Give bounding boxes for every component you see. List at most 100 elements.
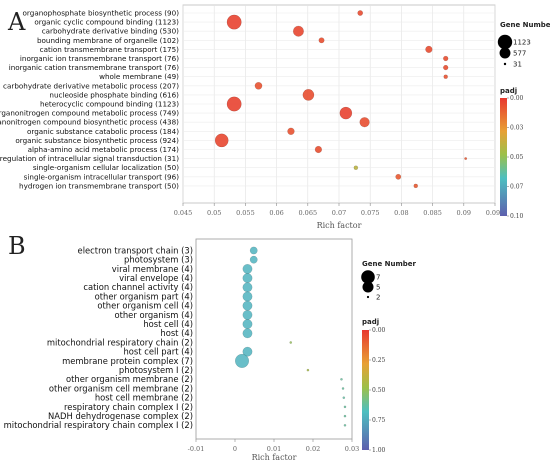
data-point bbox=[242, 300, 253, 311]
data-point bbox=[235, 353, 250, 368]
x-tick-label: 0.045 bbox=[174, 209, 193, 217]
x-tick-label: 0.07 bbox=[332, 209, 346, 217]
category-label: organonitrogen compound biosynthetic pro… bbox=[0, 118, 179, 127]
category-label: host (4) bbox=[160, 328, 193, 338]
data-point bbox=[343, 423, 347, 427]
size-legend-marker bbox=[503, 62, 507, 66]
x-tick-label: -0.01 bbox=[188, 445, 205, 453]
category-label: respiratory chain complex I (2) bbox=[64, 402, 193, 412]
data-point bbox=[425, 45, 433, 53]
category-label: inorganic cation transmembrane transport… bbox=[9, 63, 179, 72]
data-point bbox=[254, 81, 263, 90]
data-point bbox=[242, 346, 253, 357]
category-label: photosystem I (2) bbox=[119, 365, 193, 375]
size-legend-label: 2 bbox=[376, 294, 380, 302]
size-legend-marker bbox=[499, 47, 511, 59]
panel-a: A 0.045 0.05 0.055 0.06 0.065 0.07 0.075 0.08 0.… bbox=[0, 4, 550, 230]
panel-a-points bbox=[214, 10, 468, 189]
size-legend-label: 7 bbox=[376, 274, 380, 282]
data-point bbox=[249, 246, 258, 255]
category-label: host cell part (4) bbox=[123, 347, 193, 357]
data-point bbox=[395, 173, 402, 180]
category-label: single-organism intracellular transport … bbox=[24, 172, 180, 181]
category-label: whole membrane (49) bbox=[99, 72, 179, 81]
data-point bbox=[287, 127, 295, 135]
category-label: mitochondrial respiratory chain complex … bbox=[4, 420, 193, 430]
panel-b-size-legend-title: Gene Number bbox=[362, 260, 417, 268]
panel-a-color-bar bbox=[500, 98, 507, 216]
x-tick-label: 0.095 bbox=[486, 209, 505, 217]
category-label: mitochondrial respiratory chain (2) bbox=[47, 337, 193, 347]
data-point bbox=[318, 37, 325, 44]
category-label: heterocyclic compound binding (1123) bbox=[40, 100, 179, 109]
size-legend-marker bbox=[366, 295, 370, 299]
color-legend-label: 0.50 bbox=[372, 387, 386, 394]
data-point bbox=[306, 368, 310, 372]
panel-b-color-bar bbox=[362, 330, 369, 450]
panel-a-category-labels: organophosphate biosynthetic process (90… bbox=[0, 9, 179, 191]
data-point bbox=[242, 263, 253, 274]
data-point bbox=[292, 25, 304, 37]
category-label: host cell membrane (2) bbox=[95, 393, 193, 403]
panel-b: B -0.01 0 0.01 0.02 0.03 electron transport … bbox=[4, 232, 417, 462]
category-label: photosystem (3) bbox=[124, 255, 193, 265]
data-point bbox=[340, 377, 343, 381]
size-legend-label: 577 bbox=[513, 50, 526, 58]
color-legend-label: 0.00 bbox=[372, 327, 386, 334]
panel-a-x-ticks: 0.045 0.05 0.055 0.06 0.065 0.07 0.075 0.08 0.08… bbox=[174, 203, 505, 217]
size-legend-marker bbox=[497, 34, 513, 50]
panel-b-points bbox=[235, 246, 347, 427]
size-legend-marker bbox=[362, 281, 374, 293]
data-point bbox=[226, 14, 242, 30]
category-label: inorganic ion transmembrane transport (7… bbox=[20, 54, 179, 63]
data-point bbox=[314, 145, 322, 154]
x-tick-label: 0.055 bbox=[236, 209, 255, 217]
data-point bbox=[242, 291, 253, 302]
size-legend-label: 5 bbox=[376, 284, 380, 292]
category-label: other organism cell membrane (2) bbox=[49, 383, 193, 393]
data-point bbox=[242, 309, 253, 320]
size-legend-label: 31 bbox=[513, 61, 522, 69]
x-tick-label: 0.06 bbox=[269, 209, 283, 217]
data-point bbox=[242, 282, 253, 293]
panel-a-color-legend: padj 0.00 0.03 0.05 0.07 0.10 bbox=[500, 87, 524, 220]
category-label: cation transmembrane transport (175) bbox=[40, 45, 180, 54]
category-label: other organism cell (4) bbox=[97, 301, 193, 311]
color-legend-label: 0.05 bbox=[510, 154, 524, 161]
category-label: organic substance catabolic process (184… bbox=[27, 127, 179, 136]
category-label: regulation of intracellular signal trans… bbox=[0, 154, 179, 163]
panel-b-x-ticks: -0.01 0 0.01 0.02 0.03 bbox=[188, 439, 359, 453]
category-label: membrane protein complex (7) bbox=[62, 356, 193, 366]
category-label: other organism (4) bbox=[114, 310, 193, 320]
category-label: organic substance biosynthetic process (… bbox=[15, 136, 179, 145]
data-point bbox=[464, 157, 468, 161]
category-label: bounding membrane of organelle (102) bbox=[37, 36, 179, 45]
category-label: hydrogen ion transmembrane transport (50… bbox=[19, 181, 179, 190]
x-tick-label: 0 bbox=[233, 445, 237, 453]
x-tick-label: 0.08 bbox=[394, 209, 408, 217]
x-tick-label: 0.075 bbox=[361, 209, 380, 217]
category-label: viral envelope (4) bbox=[119, 273, 193, 283]
size-legend-marker bbox=[361, 270, 375, 284]
category-label: carbohydrate derivative binding (530) bbox=[42, 27, 179, 36]
category-label: cation channel activity (4) bbox=[83, 282, 193, 292]
color-legend-label: 0.00 bbox=[510, 95, 524, 102]
category-label: electron transport chain (3) bbox=[78, 245, 193, 255]
category-label: viral membrane (4) bbox=[112, 264, 193, 274]
category-label: nucleoside phosphate binding (616) bbox=[49, 90, 179, 99]
data-point bbox=[242, 319, 253, 330]
x-tick-label: 0.09 bbox=[457, 209, 471, 217]
panel-b-color-legend: padj 0.00 0.25 0.50 0.75 1.00 bbox=[362, 318, 386, 454]
color-legend-label: 0.07 bbox=[510, 184, 524, 191]
data-point bbox=[353, 165, 359, 170]
data-point bbox=[343, 405, 347, 409]
panel-a-size-legend-title: Gene Number bbox=[500, 21, 550, 29]
x-tick-label: 0.05 bbox=[207, 209, 221, 217]
data-point bbox=[443, 64, 449, 71]
category-label: NADH dehydrogenase complex (2) bbox=[48, 411, 193, 421]
x-tick-label: 0.065 bbox=[298, 209, 317, 217]
data-point bbox=[343, 414, 347, 418]
category-label: organonitrogen compound metabolic proces… bbox=[0, 109, 179, 118]
panel-b-x-axis-label: Rich factor bbox=[252, 453, 297, 462]
